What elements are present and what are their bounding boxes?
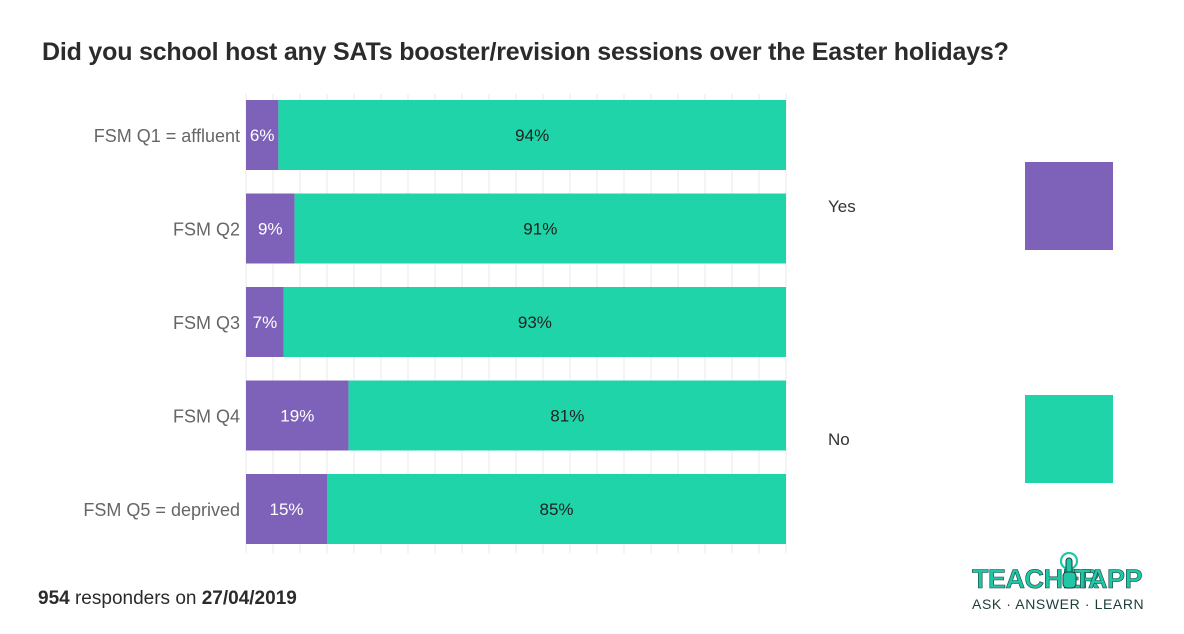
legend-no-label: No	[828, 430, 850, 449]
bar-no	[294, 193, 786, 264]
bar-no	[348, 380, 786, 451]
responder-text: responders on	[74, 588, 197, 609]
bar-no	[283, 287, 786, 357]
legend-yes-label: Yes	[828, 197, 856, 216]
bar-yes	[246, 380, 349, 451]
bars	[246, 100, 786, 544]
logo-tagline: ASK · ANSWER · LEARN	[972, 596, 1145, 612]
bar-yes	[246, 474, 327, 544]
data-label-yes: 19%	[280, 407, 314, 426]
data-label-no: 93%	[518, 313, 552, 332]
bar-no	[327, 474, 786, 544]
bar-no	[278, 100, 786, 170]
category-label: FSM Q5 = deprived	[83, 500, 240, 520]
data-label-no: 85%	[539, 500, 573, 519]
category-label: FSM Q2	[173, 220, 240, 240]
responders-footer: 954 responders on 27/04/2019	[38, 588, 297, 610]
bar-yes	[246, 287, 284, 357]
bar-yes	[246, 100, 279, 170]
data-label-yes: 6%	[250, 126, 275, 145]
data-label-yes: 15%	[269, 500, 303, 519]
data-label-no: 94%	[515, 126, 549, 145]
data-label-no: 91%	[523, 220, 557, 239]
bar-yes	[246, 193, 295, 264]
legend-no-swatch	[1025, 395, 1113, 483]
category-label: FSM Q4	[173, 407, 240, 427]
data-label-no: 81%	[550, 407, 584, 426]
chart-title: Did you school host any SATs booster/rev…	[42, 38, 1009, 66]
survey-date: 27/04/2019	[201, 588, 297, 609]
labels: FSM Q1 = affluent 6% 94% FSM Q2 9% 91% FSM Q3 7…	[83, 126, 584, 520]
category-label: FSM Q3	[173, 313, 240, 333]
data-label-yes: 7%	[253, 313, 278, 332]
logo-word-tapp: TAPP	[1074, 564, 1143, 595]
teacher-tapp-logo: TEACHER TAPP ASK · ANSWER · LEARN	[970, 552, 1150, 614]
category-label: FSM Q1 = affluent	[94, 126, 240, 146]
legend-yes-swatch	[1025, 162, 1113, 250]
data-label-yes: 9%	[258, 220, 283, 239]
responder-count: 954	[38, 588, 70, 609]
pointing-hand-icon	[1059, 552, 1079, 589]
logo-word-teacher: TEACHER	[972, 564, 1100, 595]
